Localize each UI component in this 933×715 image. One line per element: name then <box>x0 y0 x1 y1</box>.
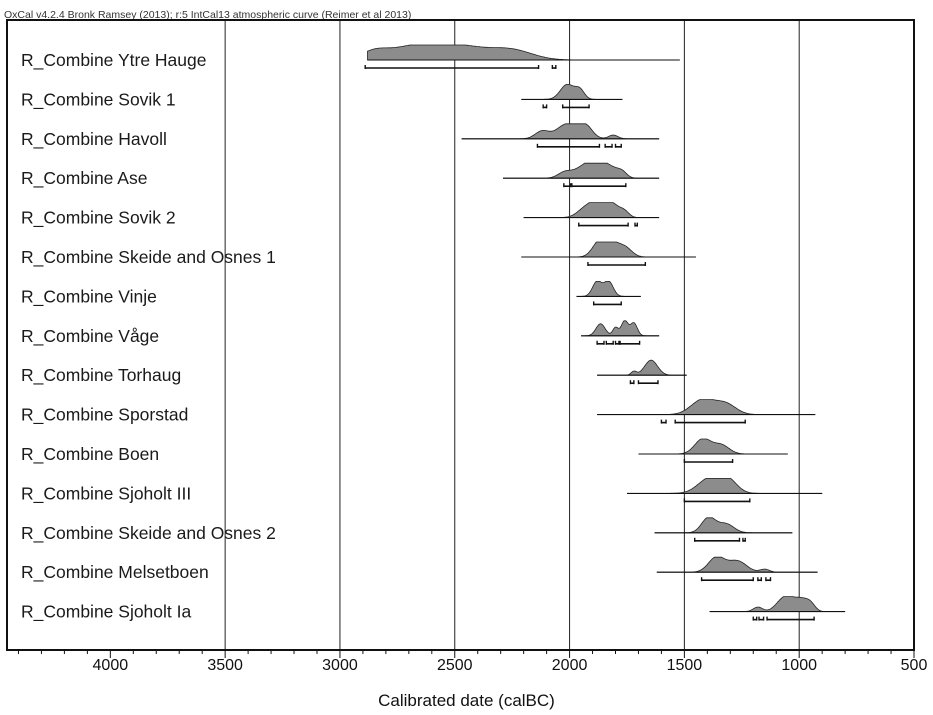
series-row: R_Combine Sovik 2 <box>21 202 660 229</box>
distribution-area <box>461 123 660 140</box>
distribution-area <box>627 478 823 494</box>
series-label: R_Combine Skeide and Osnes 1 <box>21 247 276 268</box>
software-caption: OxCal v4.2.4 Bronk Ramsey (2013); r:5 In… <box>4 9 412 21</box>
hpd-bracket <box>757 577 763 582</box>
hpd-bracket <box>700 577 754 582</box>
hpd-bracket <box>605 340 614 345</box>
distribution-area <box>576 281 641 297</box>
series-row: R_Combine Havoll <box>21 123 660 150</box>
plot-frame <box>6 19 915 651</box>
series-label: R_Combine Havoll <box>21 129 167 150</box>
series-label: R_Combine Vinje <box>21 286 157 307</box>
gridlines <box>224 20 800 650</box>
hpd-bracket <box>587 262 647 266</box>
x-tick-label: 1500 <box>667 657 703 674</box>
series-label: R_Combine Torhaug <box>21 365 181 386</box>
hpd-bracket <box>551 65 557 69</box>
hpd-bracket <box>766 616 815 621</box>
series-row: R_Combine Ase <box>21 162 660 189</box>
series-label: R_Combine Ase <box>21 168 147 189</box>
series-row: R_Combine Skeide and Osnes 1 <box>21 241 696 268</box>
hpd-bracket <box>563 183 572 188</box>
series-row: R_Combine Torhaug <box>21 359 687 386</box>
hpd-bracket <box>765 577 772 582</box>
distribution-area <box>521 241 696 258</box>
x-tick-label: 1000 <box>781 657 817 674</box>
series-label: R_Combine Sjoholt III <box>21 483 191 504</box>
series-row: R_Combine Våge <box>21 320 660 347</box>
series-label: R_Combine Ytre Hauge <box>21 50 206 71</box>
hpd-bracket <box>637 380 659 385</box>
x-tick-label: 2500 <box>437 657 473 674</box>
series-row: R_Combine Sjoholt III <box>21 478 823 504</box>
hpd-bracket <box>742 537 746 542</box>
series-label: R_Combine Sjoholt Ia <box>21 602 191 623</box>
hpd-bracket <box>694 537 741 542</box>
series-row: R_Combine Sjoholt Ia <box>21 596 846 623</box>
series-label: R_Combine Våge <box>21 326 159 347</box>
series-layer: R_Combine Ytre Hauge R_Combine Sovik 1 R_C… <box>21 44 846 623</box>
distribution-area <box>597 399 816 415</box>
hpd-bracket <box>596 340 605 345</box>
hpd-bracket <box>614 340 620 345</box>
hpd-bracket <box>683 459 734 463</box>
hpd-bracket <box>542 104 548 109</box>
series-label: R_Combine Melsetboen <box>21 562 209 583</box>
distribution-area <box>709 596 846 612</box>
hpd-bracket <box>604 143 613 148</box>
hpd-bracket <box>592 301 622 306</box>
distribution-area <box>367 44 680 61</box>
distribution-area <box>523 202 660 218</box>
series-label: R_Combine Boen <box>21 444 159 465</box>
x-axis-label: Calibrated date (calBC) <box>378 691 555 710</box>
distribution-area <box>581 320 660 337</box>
x-axis: 4000 3500 3000 2500 2000 1500 1000 500 <box>17 650 928 674</box>
distribution-area <box>656 556 818 573</box>
series-label: R_Combine Sovik 1 <box>21 89 176 110</box>
distribution-area <box>521 84 623 100</box>
hpd-bracket <box>683 498 751 503</box>
hpd-bracket <box>578 222 629 227</box>
hpd-bracket <box>758 616 765 621</box>
x-tick-label: 500 <box>901 657 928 674</box>
hpd-bracket <box>614 143 622 148</box>
series-label: R_Combine Sporstad <box>21 405 188 426</box>
hpd-bracket <box>619 340 641 345</box>
hpd-bracket <box>629 380 635 385</box>
series-row: R_Combine Ytre Hauge <box>21 44 680 71</box>
series-row: R_Combine Boen <box>21 438 788 465</box>
distribution-area <box>638 438 788 455</box>
x-tick-label: 3500 <box>207 657 243 674</box>
series-row: R_Combine Vinje <box>21 281 641 307</box>
series-row: R_Combine Melsetboen <box>21 556 818 583</box>
x-tick-label: 3000 <box>322 657 358 674</box>
hpd-bracket <box>634 222 639 227</box>
distribution-area <box>654 517 793 534</box>
hpd-bracket <box>536 143 601 148</box>
series-label: R_Combine Skeide and Osnes 2 <box>21 523 276 544</box>
series-row: R_Combine Sporstad <box>21 399 816 426</box>
hpd-bracket <box>364 65 540 69</box>
calibration-plot: R_Combine Ytre Hauge R_Combine Sovik 1 R_C… <box>6 19 928 674</box>
hpd-bracket <box>561 104 590 109</box>
hpd-bracket <box>571 183 627 188</box>
x-tick-label: 2000 <box>552 657 588 674</box>
distribution-area <box>597 359 687 376</box>
x-tick-label: 4000 <box>93 657 129 674</box>
hpd-bracket <box>660 419 667 424</box>
hpd-bracket <box>674 419 746 424</box>
series-row: R_Combine Skeide and Osnes 2 <box>21 517 793 544</box>
series-row: R_Combine Sovik 1 <box>21 84 623 110</box>
series-label: R_Combine Sovik 2 <box>21 208 176 229</box>
distribution-area <box>503 162 660 179</box>
hpd-bracket <box>752 616 758 621</box>
